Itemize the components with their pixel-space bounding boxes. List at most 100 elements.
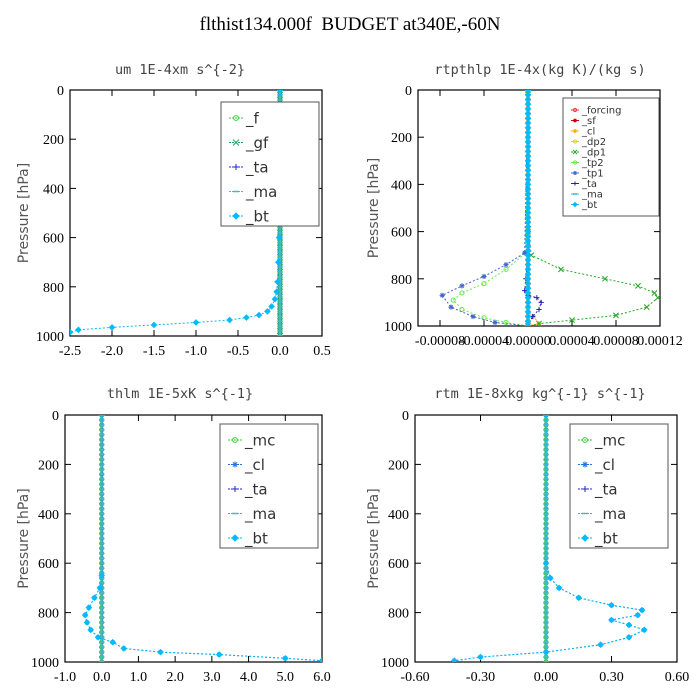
legend-box [219,423,319,549]
data-point [231,534,239,542]
data-point [477,653,484,661]
legend-label: _bt [581,200,597,211]
data-point [459,306,465,313]
plot-area [450,415,648,662]
legend-label: _ma [581,190,603,201]
legend-entry: _tp1 [571,169,604,180]
x-tick-label: -1.5 [143,344,165,359]
y-axis-label: Pressure [hPa] [16,163,32,263]
legend-entry: _dp1 [571,148,606,159]
data-point [542,415,550,419]
x-tick-label: -0.5 [227,344,249,359]
data-point [608,616,615,624]
x-tick-label: 0.60 [665,670,690,685]
legend-label: _ma [245,183,277,202]
data-point [575,594,583,602]
series-bt [450,415,648,662]
chart-rtpthlp: rtpthlp 1E-4x(kg K)/(kg s) Pressure [hPa]… [366,62,683,349]
data-point [96,584,104,592]
data-point [582,486,588,492]
legend-entry: _cl [578,456,615,475]
data-point [450,297,456,303]
data-point [75,326,82,334]
y-axis-label: Pressure [hPa] [366,488,382,588]
chart-title: thlm 1E-5xK s^{-1} [107,386,253,402]
x-tick-label: 0.00012 [637,334,683,349]
y-tick-label: 800 [38,607,59,622]
legend-entry: _gf [229,134,269,153]
data-point [573,118,577,123]
data-point [276,90,284,94]
series-line [452,90,529,326]
data-point [232,461,238,468]
x-tick-label: 5.0 [277,670,295,685]
plot-area [439,90,660,326]
legend-label: _bt [594,529,618,548]
x-tick-label: 4.0 [240,670,258,685]
series-bt [70,90,284,336]
data-point [524,322,532,326]
data-point [450,657,458,662]
data-point [572,201,578,208]
legend-label: _bt [245,207,269,226]
y-tick-label: 1000 [384,320,412,335]
data-point [643,304,650,311]
data-point [651,290,658,296]
data-point [91,594,98,602]
legend-entry: _bt [578,529,618,548]
legend-entry: _ma [578,505,626,524]
x-tick-label: 0.00004 [549,334,595,349]
data-point [635,282,641,289]
x-tick-label: -0.00004 [459,334,509,349]
data-point [625,621,633,629]
y-tick-label: 1000 [36,330,64,345]
legend-box [569,423,669,549]
y-tick-label: 0 [57,84,64,99]
data-point [459,290,465,296]
legend-label: _cl [594,456,615,475]
data-point [232,212,240,220]
data-point [555,584,563,592]
legend-entry: _f [229,109,260,128]
legend-entry: _ma [228,505,276,524]
chart-um: um 1E-4xm s^{-2} Pressure [hPa] -2.5 -2.0 -1… [16,62,331,359]
data-point [573,181,577,186]
plot-area [81,415,322,662]
data-point [85,604,93,611]
data-point [558,266,564,273]
legend-label: _f [245,109,260,128]
y-tick-label: 0 [402,409,409,424]
x-tick-label: 1.0 [130,670,148,685]
data-point [275,234,283,241]
legend-entry: _ta [578,480,618,499]
y-tick-label: 800 [391,273,412,288]
legend-label: _cl [244,456,265,475]
data-point [638,606,646,614]
data-point [522,250,528,256]
x-tick-label: 3.0 [203,670,221,685]
y-tick-label: 400 [388,508,409,523]
legend: _f _gf _ta _ma _bt [220,101,320,227]
legend-label: _ta [594,480,618,499]
legend-label: _sf [581,116,596,127]
legend-entry: _tp2 [571,158,604,169]
legend-entry: _sf [571,116,596,127]
data-point [226,316,233,324]
legend-label: _bt [244,529,268,548]
data-point [232,486,238,492]
data-point [255,311,263,319]
y-axis-label: Pressure [hPa] [366,158,382,258]
legend-entry: _ma [571,190,603,201]
x-tick-label: -1.0 [54,670,76,685]
legend-entry: _dp2 [571,137,606,148]
y-tick-label: 600 [391,226,412,241]
series-bt [524,90,532,326]
data-point [268,303,275,310]
data-point [503,266,509,272]
chart-title: rtm 1E-8xkg kg^{-1} s^{-1} [434,386,645,402]
data-point [470,313,476,320]
data-point [98,415,106,419]
series-line [84,415,322,662]
data-point [572,149,578,155]
data-point [459,283,465,289]
